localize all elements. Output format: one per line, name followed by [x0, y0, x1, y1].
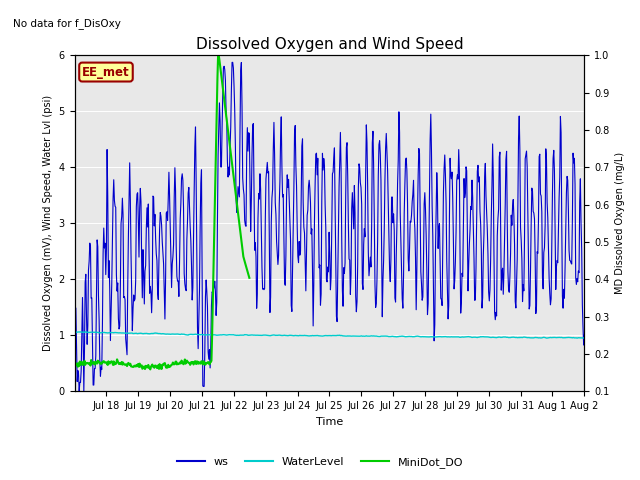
Y-axis label: Dissolved Oxygen (mV), Wind Speed, Water Lvl (psi): Dissolved Oxygen (mV), Wind Speed, Water… [43, 96, 53, 351]
Y-axis label: MD Dissolved Oxygen (mg/L): MD Dissolved Oxygen (mg/L) [615, 152, 625, 294]
Text: No data for f_DisOxy: No data for f_DisOxy [13, 18, 121, 29]
Legend: ws, WaterLevel, MiniDot_DO: ws, WaterLevel, MiniDot_DO [172, 452, 468, 472]
Text: EE_met: EE_met [82, 66, 130, 79]
Title: Dissolved Oxygen and Wind Speed: Dissolved Oxygen and Wind Speed [196, 36, 463, 51]
X-axis label: Time: Time [316, 417, 343, 427]
